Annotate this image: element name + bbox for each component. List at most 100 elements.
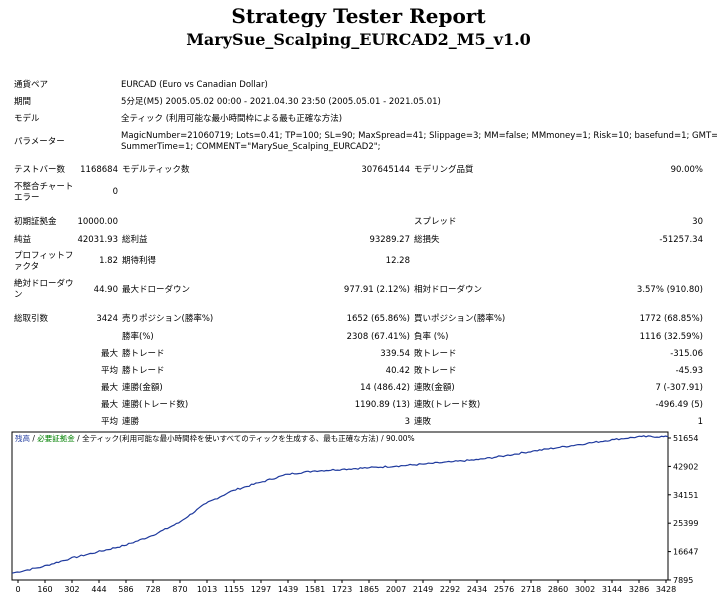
legend-quality: 90.00% [386, 434, 415, 443]
max-consecutive-wins-value: 14 (486.42) [360, 383, 410, 393]
y-tick-label: 34151 [673, 491, 698, 500]
x-tick-label: 586 [118, 585, 133, 594]
x-tick-label: 2576 [494, 585, 514, 594]
largest-loss-value: -315.06 [670, 349, 703, 359]
balance-line [11, 435, 669, 574]
symbol-label: 通貨ペア [14, 80, 49, 90]
x-tick-label: 1297 [251, 585, 271, 594]
parameters-line-1: MagicNumber=21060719; Lots=0.41; TP=100;… [121, 131, 717, 141]
mismatch-label: 不整合チャート エラー [14, 182, 74, 203]
x-tick-label: 1865 [359, 585, 379, 594]
win-rate-label: 勝率(%) [122, 332, 154, 342]
x-tick-label: 2718 [521, 585, 541, 594]
max-drawdown-value: 977.91 (2.12%) [343, 285, 410, 295]
max-consecutive-profit-value: 1190.89 (13) [354, 400, 410, 410]
max-drawdown-label: 最大ドローダウン [122, 285, 191, 295]
model-value: 全ティック (利用可能な最小時間枠による最も正確な方法) [121, 114, 343, 124]
max-consecutive-loss-label: 連敗(トレード数) [414, 400, 481, 410]
ticks-label: モデルティック数 [122, 165, 190, 175]
net-profit-value: 42031.93 [77, 235, 118, 245]
max-consecutive-wins-label: 連勝(金額) [122, 383, 163, 393]
legend-separator-2: / [75, 434, 82, 443]
gross-loss-label: 総損失 [414, 235, 440, 245]
legend-balance: 残高 [15, 433, 30, 443]
net-profit-label: 純益 [14, 235, 32, 245]
bars-label: テストバー数 [14, 165, 66, 175]
gross-profit-value: 93289.27 [369, 235, 410, 245]
x-tick-label: 2007 [386, 585, 406, 594]
ticks-value: 307645144 [361, 165, 410, 175]
gross-loss-value: -51257.34 [659, 235, 703, 245]
x-tick-label: 2860 [548, 585, 568, 594]
svg-text:残高 / 必要証拠金 / 全ティック(利用可能な最小時間枠を: 残高 / 必要証拠金 / 全ティック(利用可能な最小時間枠を使いすべてのティック… [15, 433, 415, 443]
x-tick-label: 1723 [332, 585, 352, 594]
mismatch-value: 0 [112, 187, 118, 197]
max-consecutive-losses-value: 7 (-307.91) [655, 383, 703, 393]
expected-payoff-label: 期待利得 [122, 256, 157, 266]
y-tick-label: 7895 [673, 576, 693, 585]
short-positions-label: 売りポジション(勝率%) [122, 314, 214, 324]
legend-model: 全ティック(利用可能な最小時間枠を使いすべてのティックを生成する、最も正確な方法… [82, 433, 379, 443]
spread-label: スプレッド [414, 217, 457, 227]
average-consecutive-losses-label: 連敗 [414, 417, 432, 427]
absolute-drawdown-label: 絶対ドローダウン [14, 279, 74, 300]
max-consecutive-profit-label: 連勝(トレード数) [122, 400, 189, 410]
y-tick-label: 42902 [673, 462, 698, 471]
short-positions-value: 1652 (65.86%) [346, 314, 410, 324]
total-trades-value: 3424 [96, 314, 118, 324]
x-tick-label: 1439 [278, 585, 298, 594]
x-tick-label: 3002 [575, 585, 595, 594]
y-tick-label: 25399 [673, 519, 698, 528]
x-tick-label: 302 [64, 585, 79, 594]
quality-value: 90.00% [670, 165, 703, 175]
absolute-drawdown-value: 44.90 [93, 285, 118, 295]
report-title: Strategy Tester Report [231, 4, 486, 28]
average-consecutive-losses-value: 1 [697, 417, 703, 427]
balance-chart-svg: 残高 / 必要証拠金 / 全ティック(利用可能な最小時間枠を使いすべてのティック… [11, 431, 698, 594]
gross-profit-label: 総利益 [122, 235, 148, 245]
report-subtitle: MarySue_Scalping_EURCAD2_M5_v1.0 [186, 30, 531, 49]
max-consecutive-loss-value: -496.49 (5) [655, 400, 703, 410]
profit-factor-label: プロフィットファクタ [14, 251, 74, 272]
x-tick-label: 444 [91, 585, 106, 594]
legend-separator-3: / [379, 434, 386, 443]
x-tick-label: 870 [172, 585, 187, 594]
parameters-line-2: SummerTime=1; COMMENT="MarySue_Scalping_… [121, 142, 381, 152]
relative-drawdown-value: 3.57% (910.80) [636, 285, 703, 295]
average-loss-label: 敗トレード [414, 366, 457, 376]
long-positions-label: 買いポジション(勝率%) [414, 314, 506, 324]
expected-payoff-value: 12.28 [385, 256, 410, 266]
period-value: 5分足(M5) 2005.05.02 00:00 - 2021.04.30 23… [121, 97, 441, 107]
quality-label: モデリング品質 [414, 165, 474, 175]
average-consecutive-wins-value: 3 [404, 417, 410, 427]
legend-margin: 必要証拠金 [37, 433, 75, 443]
model-label: モデル [14, 114, 40, 124]
spread-value: 30 [692, 217, 703, 227]
chart-frame [11, 431, 669, 581]
average-win-value: 40.42 [385, 366, 410, 376]
x-tick-label: 2434 [467, 585, 487, 594]
x-tick-label: 3286 [629, 585, 649, 594]
profit-factor-value: 1.82 [99, 256, 118, 266]
x-tick-label: 2292 [440, 585, 460, 594]
parameters-label: パラメーター [14, 137, 65, 147]
x-tick-label: 3428 [656, 585, 676, 594]
win-rate-value: 2308 (67.41%) [346, 332, 410, 342]
max-consecutive-prefix: 最大 [100, 383, 118, 393]
x-tick-label: 2149 [413, 585, 433, 594]
max-consecutive-losses-label: 連敗(金額) [414, 383, 455, 393]
x-tick-label: 160 [37, 585, 52, 594]
symbol-value: EURCAD (Euro vs Canadian Dollar) [121, 80, 268, 90]
period-label: 期間 [14, 97, 32, 107]
average-consecutive-prefix: 平均 [100, 417, 118, 427]
deposit-value: 10000.00 [77, 217, 118, 227]
average-win-label: 勝トレード [122, 366, 165, 376]
y-tick-label: 51654 [673, 434, 698, 443]
x-tick-label: 728 [145, 585, 160, 594]
relative-drawdown-label: 相対ドローダウン [414, 285, 483, 295]
average-prefix: 平均 [100, 366, 118, 376]
bars-value: 1168684 [80, 165, 118, 175]
max-consecutive-profit-prefix: 最大 [100, 400, 118, 410]
average-loss-value: -45.93 [675, 366, 703, 376]
largest-loss-label: 敗トレード [414, 349, 457, 359]
